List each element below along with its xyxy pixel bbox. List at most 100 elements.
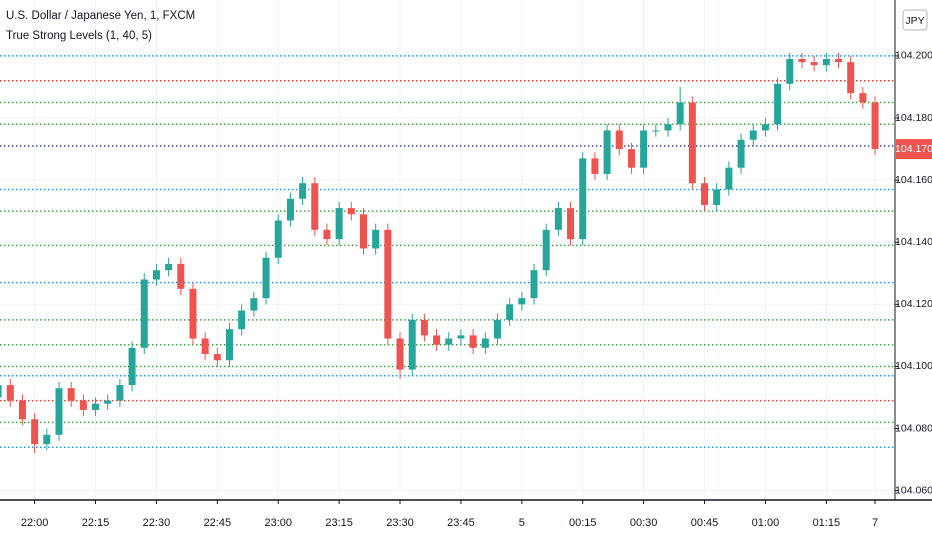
candle-body bbox=[445, 338, 453, 345]
candle-body bbox=[55, 388, 63, 435]
x-tick-label: 01:15 bbox=[813, 517, 841, 529]
candle-body bbox=[311, 183, 319, 230]
candle-body bbox=[786, 59, 794, 84]
y-tick-label: 104.160 bbox=[895, 174, 932, 186]
candle-body bbox=[238, 310, 246, 330]
x-tick-label: 22:00 bbox=[21, 517, 49, 529]
candle-body bbox=[396, 338, 404, 370]
candle-body bbox=[761, 124, 769, 131]
candle-body bbox=[67, 388, 75, 401]
candle-body bbox=[615, 130, 623, 150]
y-tick-label: 104.200 bbox=[895, 50, 932, 62]
candle-body bbox=[518, 298, 526, 305]
candle-body bbox=[627, 149, 635, 168]
currency-box[interactable] bbox=[902, 9, 928, 31]
candle-body bbox=[18, 400, 26, 420]
candle-body bbox=[104, 400, 112, 404]
candle-body bbox=[262, 257, 270, 299]
x-tick-label: 7 bbox=[872, 517, 878, 529]
candle-body bbox=[226, 329, 234, 361]
candle-body bbox=[481, 338, 489, 348]
candle-body bbox=[116, 385, 124, 401]
candle-body bbox=[652, 130, 660, 132]
candle-body bbox=[177, 263, 185, 289]
candle-body bbox=[688, 102, 696, 184]
candle-body bbox=[43, 434, 51, 445]
candle-body bbox=[6, 385, 14, 401]
candle-body bbox=[847, 62, 855, 94]
candle-body bbox=[31, 419, 39, 445]
candle-body bbox=[323, 229, 331, 240]
indicator-label: True Strong Levels (1, 40, 5) bbox=[6, 30, 152, 42]
y-tick-label: 104.120 bbox=[895, 298, 932, 310]
candle-body bbox=[420, 319, 428, 336]
candle-body bbox=[737, 139, 745, 168]
x-tick-label: 22:15 bbox=[82, 517, 110, 529]
x-tick-label: 00:45 bbox=[691, 517, 719, 529]
candle-body bbox=[359, 214, 367, 249]
candle-body bbox=[554, 208, 562, 230]
candle-body bbox=[530, 270, 538, 299]
candle-body bbox=[250, 298, 258, 311]
candle-body bbox=[299, 183, 307, 199]
x-tick-label: 22:45 bbox=[204, 517, 232, 529]
y-tick-label: 104.080 bbox=[895, 422, 932, 434]
candle-body bbox=[201, 338, 209, 355]
candle-body bbox=[372, 229, 380, 249]
candle-body bbox=[274, 220, 282, 258]
candle-body bbox=[701, 183, 709, 205]
candle-body bbox=[408, 319, 416, 370]
x-tick-label: 00:30 bbox=[630, 517, 658, 529]
last-price-tag bbox=[896, 139, 932, 160]
candle-body bbox=[165, 263, 173, 271]
candle-body bbox=[140, 279, 148, 348]
candle-body bbox=[810, 62, 818, 66]
x-tick-label: 5 bbox=[519, 517, 525, 529]
candle-body bbox=[591, 158, 599, 174]
candle-body bbox=[725, 167, 733, 190]
candle-body bbox=[798, 59, 806, 63]
candle-body bbox=[457, 335, 465, 339]
candle-body bbox=[335, 208, 343, 240]
x-tick-label: 23:30 bbox=[386, 517, 414, 529]
candle-body bbox=[286, 198, 294, 221]
y-tick-label: 104.180 bbox=[895, 112, 932, 124]
y-tick-label: 104.140 bbox=[895, 236, 932, 248]
levels bbox=[0, 55, 895, 448]
candle-body bbox=[189, 288, 197, 339]
candle-body bbox=[506, 304, 514, 320]
x-tick-label: 22:30 bbox=[143, 517, 171, 529]
candles bbox=[0, 52, 879, 454]
candle-body bbox=[384, 229, 392, 339]
x-tick-label: 23:45 bbox=[447, 517, 475, 529]
candle-body bbox=[92, 403, 100, 410]
candle-body bbox=[859, 93, 867, 103]
candle-body bbox=[542, 229, 550, 271]
candle-body bbox=[152, 270, 160, 280]
candle-body bbox=[213, 354, 221, 361]
candle-body bbox=[469, 335, 477, 348]
candle-body bbox=[79, 400, 87, 410]
candle-body bbox=[347, 208, 355, 215]
chart-title: U.S. Dollar / Japanese Yen, 1, FXCM bbox=[6, 10, 195, 22]
candle-body bbox=[664, 124, 672, 131]
axes: 104.060 104.080 104.100 104.120 104.140 104.1… bbox=[21, 50, 932, 529]
candle-body bbox=[640, 130, 648, 168]
candle-body bbox=[871, 102, 879, 150]
x-tick-label: 23:15 bbox=[325, 517, 353, 529]
candle-body bbox=[713, 189, 721, 205]
candle-body bbox=[493, 319, 501, 339]
x-tick-label: 23:00 bbox=[264, 517, 292, 529]
last-price-label: 104.170 bbox=[895, 143, 932, 155]
candle-body bbox=[579, 158, 587, 240]
candle-body bbox=[835, 59, 843, 63]
x-tick-label: 00:15 bbox=[569, 517, 597, 529]
candle-body bbox=[433, 335, 441, 345]
candle-body bbox=[676, 102, 684, 125]
candle-body bbox=[603, 130, 611, 174]
x-tick-label: 01:00 bbox=[752, 517, 780, 529]
candle-body bbox=[0, 385, 2, 398]
currency-label[interactable]: JPY bbox=[905, 15, 924, 27]
y-tick-label: 104.100 bbox=[895, 360, 932, 372]
